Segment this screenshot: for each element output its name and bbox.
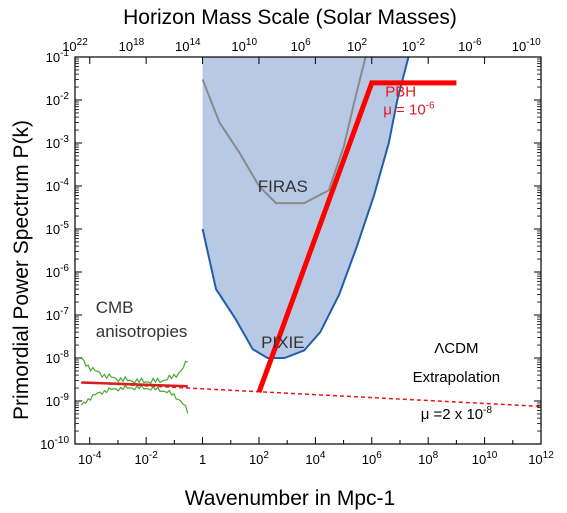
y-tick-label: 10-6 [46,263,70,280]
pixie-region-layer [202,57,409,358]
top-tick-label: 1010 [231,37,257,54]
y-tick-label: 10-9 [46,392,70,409]
pbh-line [256,80,457,394]
top-tick-label: 10-6 [458,37,482,54]
y-tick-label: 10-4 [46,177,70,194]
x-tick-label: 1 [199,452,206,467]
y-tick-label: 10-7 [46,306,70,323]
axes-layer: 10-4 10-2 1 102 104 106 108 1010 1012 10-10 10-9 10… [40,37,554,467]
x-tick-label: 102 [249,450,269,467]
firas-curve [201,56,367,205]
lcdm-label-1: ΛCDM [434,340,478,357]
y-tick-label: 10-2 [46,91,70,108]
series-layer [80,56,542,414]
x-tick-label: 1012 [528,450,554,467]
cmb-fit-line [81,381,188,388]
top-tick-label: 1022 [62,37,88,54]
x-tick-label: 10-2 [134,450,158,467]
y-tick-label: 10-10 [40,435,69,452]
y-tick-label: 10-3 [46,134,70,151]
x-tick-label: 108 [418,450,438,467]
chart-title: Horizon Mass Scale (Solar Masses) [123,6,457,29]
x-tick-label: 104 [305,450,325,467]
y-tick-label: 10-8 [46,349,70,366]
plot-frame [74,56,542,445]
y-tick-label: 10-1 [46,48,70,65]
pixie-curve [201,56,410,359]
cmb-error-upper [80,357,188,385]
lcdm-label-2: Extrapolation [413,369,501,386]
x-tick-label: 1010 [472,450,498,467]
pbh-mu-label: μ = 10-6 [383,101,435,119]
top-tick-label: 1014 [175,37,201,54]
y-axis-label: Primordial Power Spectrum P(k) [10,120,33,420]
pixie-region [202,57,409,358]
x-tick-label: 10-4 [78,450,102,467]
cmb-error-lower [80,384,189,414]
cmb-label-2: anisotropies [96,322,188,341]
cmb-label-1: CMB [96,298,134,317]
top-tick-label: 106 [291,37,311,54]
x-tick-label: 106 [362,450,382,467]
top-tick-label: 10-2 [402,37,426,54]
lcdm-mu-label: μ =2 x 10-8 [421,405,493,423]
pbh-label: PBH [385,84,416,101]
x-axis-label: Wavenumber in Mpc-1 [185,487,395,510]
top-tick-label: 1018 [119,37,145,54]
pixie-label: PIXIE [261,333,304,352]
y-tick-label: 10-5 [46,220,70,237]
firas-label: FIRAS [258,177,308,196]
top-tick-label: 10-10 [512,37,541,54]
top-tick-label: 102 [347,37,367,54]
